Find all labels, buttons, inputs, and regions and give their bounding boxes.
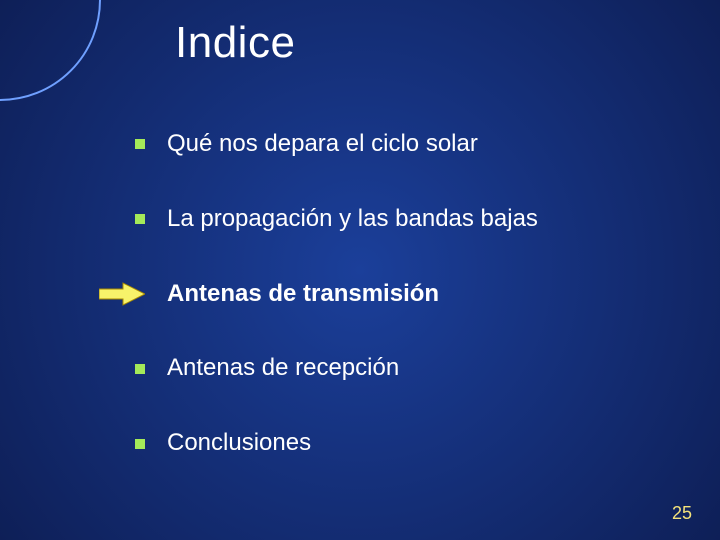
list-item-label: La propagación y las bandas bajas — [167, 205, 680, 234]
corner-arc-decoration — [0, 0, 120, 120]
arrow-icon — [99, 282, 145, 306]
list-item: La propagación y las bandas bajas — [135, 205, 680, 234]
list-item-label: Antenas de transmisión — [167, 280, 680, 309]
slide: Indice Qué nos depara el ciclo solar La p… — [0, 0, 720, 540]
corner-arc-path — [0, 0, 100, 100]
index-list: Qué nos depara el ciclo solar La propagac… — [135, 130, 680, 504]
square-bullet-icon — [135, 214, 145, 224]
list-item: Qué nos depara el ciclo solar — [135, 130, 680, 159]
square-bullet-icon — [135, 439, 145, 449]
list-item-label: Conclusiones — [167, 429, 680, 458]
list-item-label: Antenas de recepción — [167, 354, 680, 383]
square-bullet-icon — [135, 139, 145, 149]
list-item: Antenas de transmisión — [135, 280, 680, 309]
list-item: Antenas de recepción — [135, 354, 680, 383]
page-number: 25 — [672, 503, 692, 524]
list-item: Conclusiones — [135, 429, 680, 458]
page-title: Indice — [175, 18, 295, 68]
list-item-label: Qué nos depara el ciclo solar — [167, 130, 680, 159]
square-bullet-icon — [135, 364, 145, 374]
